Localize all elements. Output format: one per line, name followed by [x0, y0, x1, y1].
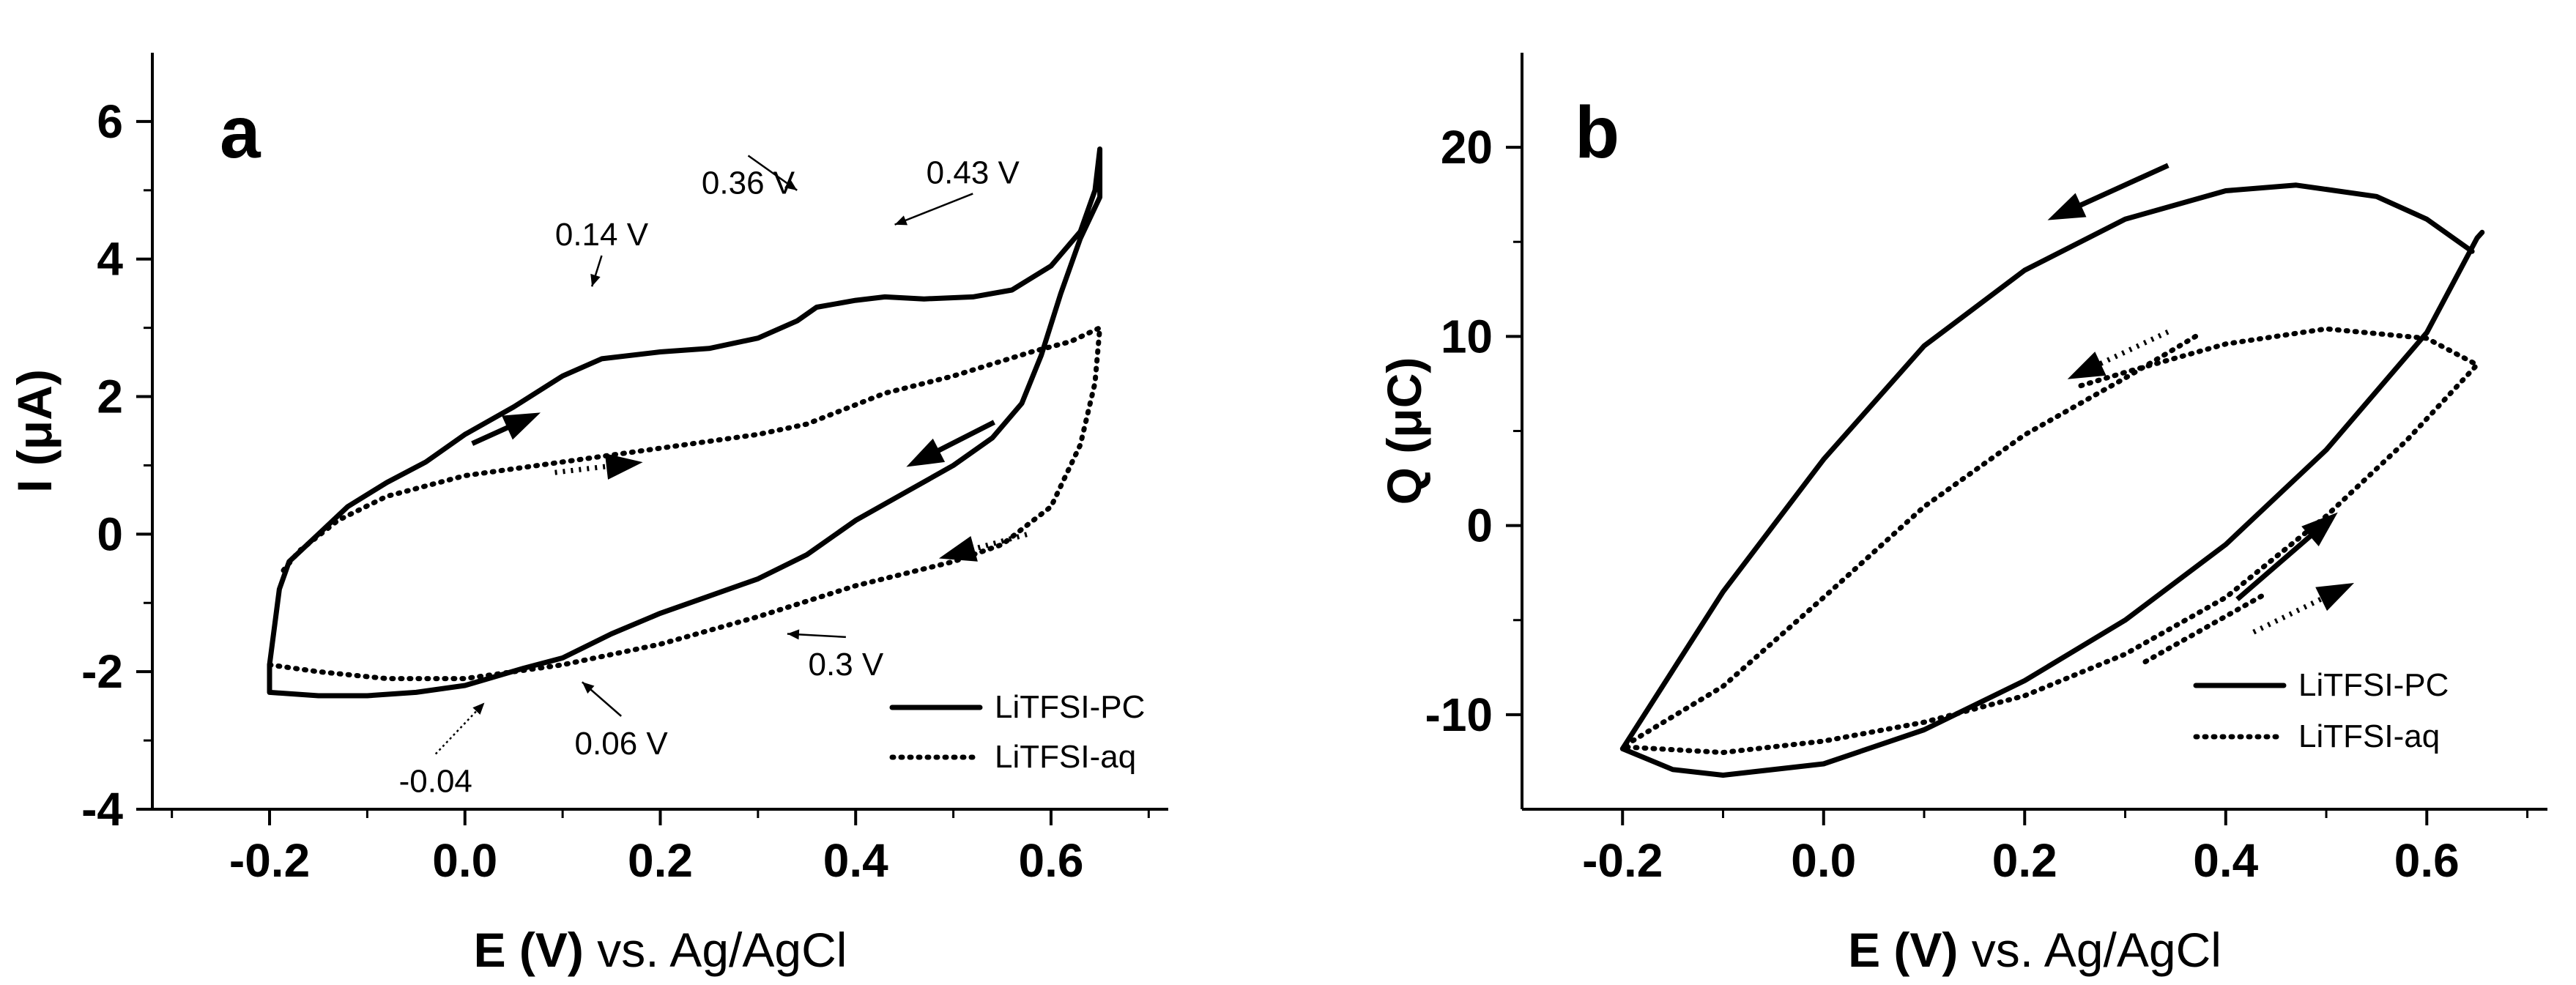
y-tick-label: 20 [1441, 121, 1493, 174]
series-line-aq-tail [2142, 591, 2269, 665]
annotation-label: 0.06 V [575, 726, 669, 762]
annotation-label: -0.04 [399, 764, 472, 800]
x-axis-label-bold: E (V) [474, 923, 584, 977]
series-line-litfsi-pc [1619, 182, 2485, 778]
panel-letter: a [220, 92, 261, 174]
direction-arrow-head [604, 453, 643, 480]
x-axis-label-rest: vs. Ag/AgCl [1958, 923, 2221, 977]
annotation-arrow-head [472, 702, 485, 715]
panel-b-chart: -0.2 0.0 0.2 0.4 0.6 -10 0 10 20 E (V) vs. Ag/AgC… [1377, 53, 2547, 977]
direction-arrow-shaft [2235, 524, 2323, 602]
y-tick-label: 10 [1441, 310, 1493, 363]
y-tick-label: -10 [1425, 688, 1493, 741]
annotation-arrow-head [582, 682, 595, 694]
x-axis-label-bold: E (V) [1848, 923, 1958, 977]
annotation-label: 0.36 V [702, 166, 795, 201]
x-tick-label: 0.4 [2193, 834, 2258, 887]
x-axis-label: E (V) vs. Ag/AgCl [474, 923, 847, 977]
x-axis-label-rest: vs. Ag/AgCl [584, 923, 847, 977]
series-line-litfsi-aq [1619, 326, 2480, 755]
annotation-arrow-head [787, 629, 800, 640]
direction-arrow-head [2047, 193, 2087, 220]
annotation-arrow-head [894, 215, 908, 226]
legend-label: LiTFSI-aq [995, 739, 1136, 775]
direction-arrow-head [906, 438, 946, 467]
x-tick-label: 0.6 [1018, 834, 1083, 887]
legend-label: LiTFSI-PC [995, 689, 1145, 725]
annotation-label: 0.43 V [927, 155, 1020, 190]
y-tick-label: -4 [81, 783, 123, 836]
y-axis-label: Q (μC) [1377, 357, 1431, 505]
legend-label: LiTFSI-aq [2298, 718, 2440, 754]
x-tick-label: 0.4 [823, 834, 888, 887]
y-tick-label: 6 [97, 95, 123, 148]
annotation-arrow [434, 702, 486, 755]
direction-arrow-head [2315, 582, 2355, 612]
annotation-arrow-head [784, 179, 798, 190]
x-tick-label: 0.2 [1992, 834, 2057, 887]
y-tick-label: 0 [97, 508, 123, 560]
y-axis-label: I (μA) [7, 369, 62, 493]
direction-arrow-head [2067, 352, 2107, 379]
x-tick-label: -0.2 [229, 834, 310, 887]
annotation-arrow [894, 193, 973, 226]
y-tick-label: 2 [97, 371, 123, 423]
direction-arrow-shaft [2086, 329, 2169, 373]
legend-label: LiTFSI-PC [2298, 667, 2449, 703]
annotation-label: 0.14 V [555, 217, 649, 253]
direction-arrow-head [2301, 512, 2338, 546]
series-line-litfsi-pc [267, 146, 1103, 699]
direction-arrow-head [502, 412, 541, 440]
series-line-litfsi-aq [267, 325, 1103, 682]
y-tick-label: -2 [81, 645, 123, 698]
panel-letter: b [1575, 92, 1619, 174]
x-tick-label: 0.6 [2394, 834, 2460, 887]
x-tick-label: 0.0 [1791, 834, 1856, 887]
x-axis-label: E (V) vs. Ag/AgCl [1848, 923, 2221, 977]
direction-arrow-head [938, 535, 978, 562]
annotation-label: 0.3 V [809, 647, 884, 683]
x-tick-label: -0.2 [1582, 834, 1663, 887]
annotation-arrow-head [590, 273, 601, 287]
panel-a-chart: -0.2 0.0 0.2 0.4 0.6 -4 -2 0 2 4 6 E (V) vs. Ag/AgC… [7, 53, 1168, 977]
y-tick-label: 4 [97, 233, 123, 286]
x-tick-label: 0.0 [432, 834, 497, 887]
direction-arrow-shaft [554, 462, 622, 475]
x-tick-label: 0.2 [628, 834, 693, 887]
direction-arrow-shaft [2066, 163, 2169, 214]
y-tick-label: 0 [1466, 499, 1493, 552]
